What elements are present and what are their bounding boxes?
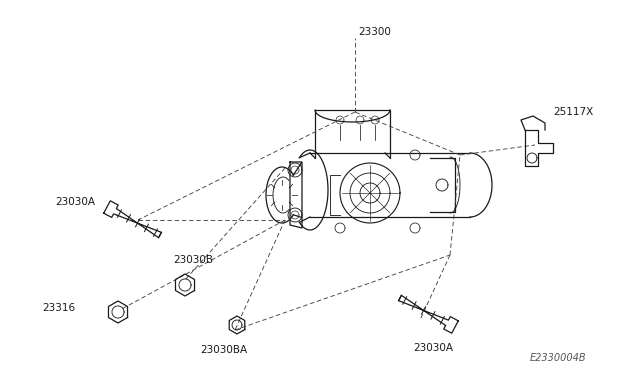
- Text: 25117X: 25117X: [553, 107, 593, 117]
- Text: 23030A: 23030A: [55, 197, 95, 207]
- Text: 23316: 23316: [42, 303, 75, 313]
- Text: 23030A: 23030A: [413, 343, 453, 353]
- Text: E2330004B: E2330004B: [530, 353, 587, 363]
- Text: 23030B: 23030B: [173, 255, 213, 265]
- Text: 23030BA: 23030BA: [200, 345, 247, 355]
- Text: 23300: 23300: [358, 27, 391, 37]
